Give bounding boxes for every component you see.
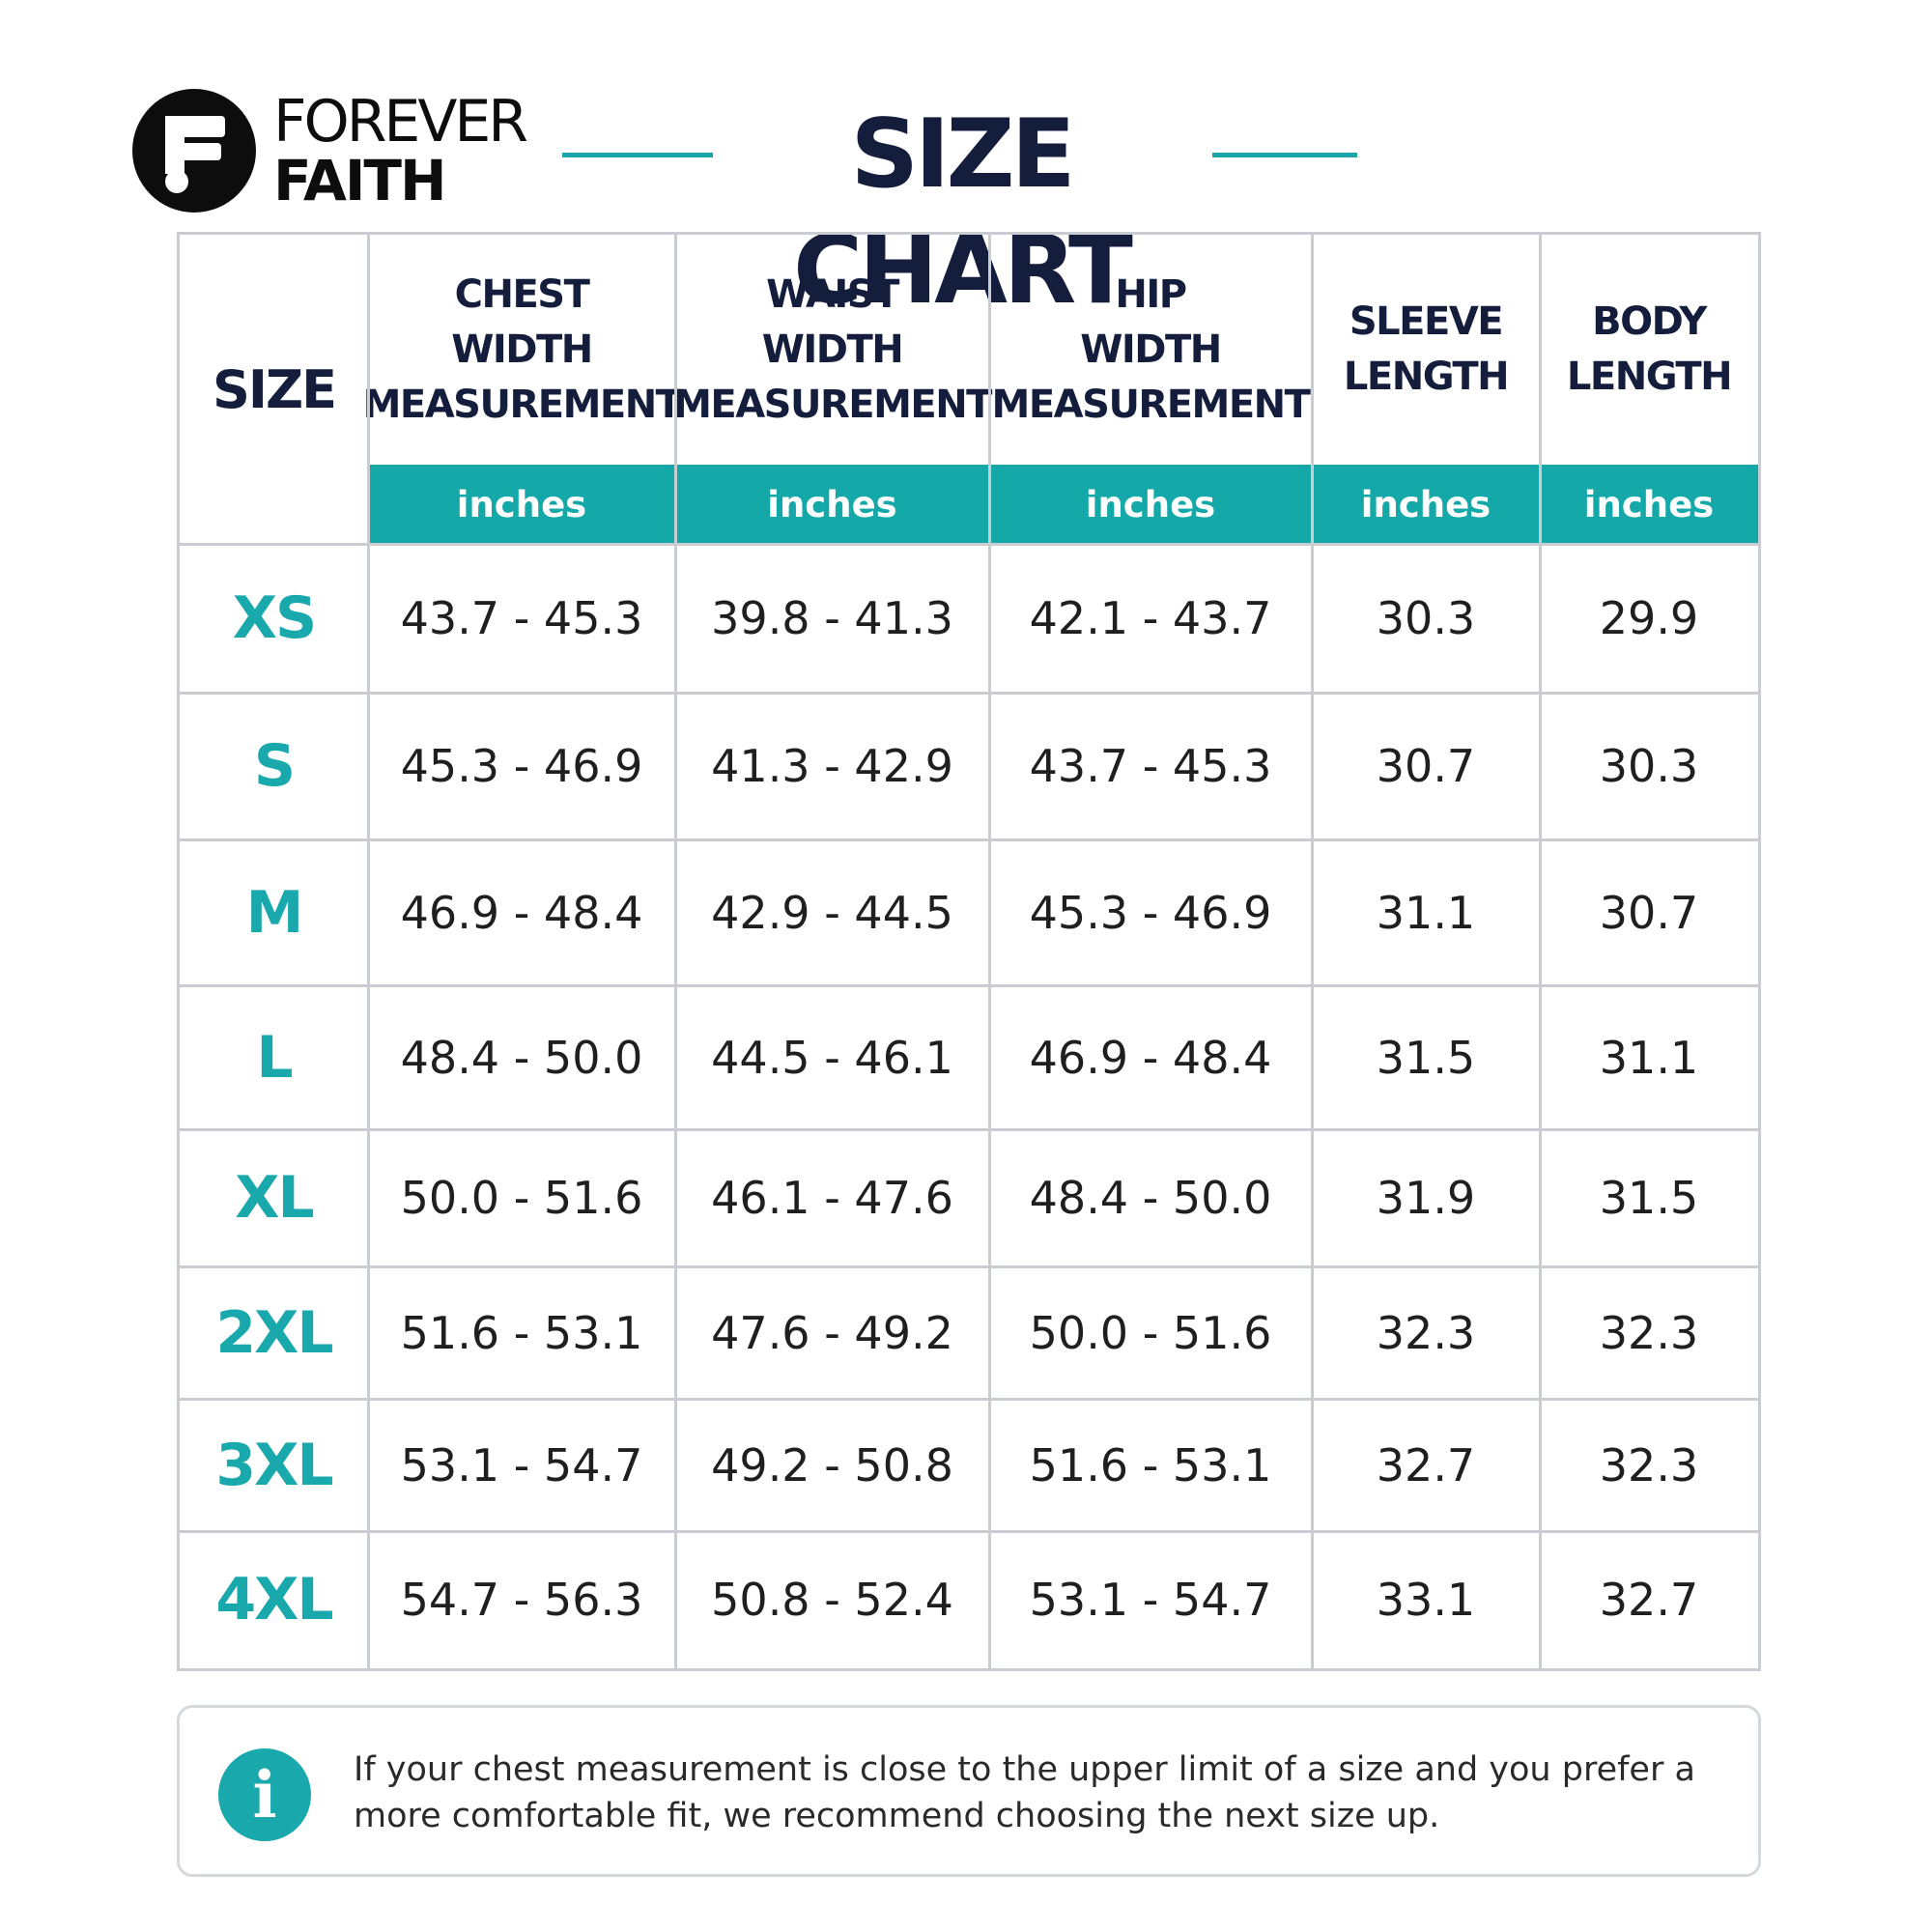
- size-label: 3XL: [215, 1431, 333, 1499]
- measurement-cell: 42.1 - 43.7: [1029, 592, 1272, 644]
- row-divider: [180, 838, 1758, 841]
- brand-line-2: FAITH: [273, 148, 447, 213]
- measurement-cell: 32.3: [1599, 1438, 1699, 1492]
- measurement-cell: 32.3: [1376, 1306, 1476, 1359]
- measurement-cell: 50.0 - 51.6: [400, 1172, 643, 1224]
- row-divider: [180, 543, 1758, 546]
- unit-label: inches: [1583, 483, 1715, 526]
- row-divider: [180, 1398, 1758, 1401]
- column-header: CHEST WIDTH MEASUREMENT: [362, 271, 682, 427]
- measurement-cell: 39.8 - 41.3: [711, 592, 953, 644]
- column-header: WAIST WIDTH MEASUREMENT: [673, 271, 992, 427]
- row-divider: [180, 1530, 1758, 1533]
- measurement-cell: 49.2 - 50.8: [711, 1438, 953, 1492]
- measurement-cell: 46.9 - 48.4: [400, 886, 643, 939]
- brand-line-1: FOREVER: [273, 88, 528, 156]
- measurement-cell: 54.7 - 56.3: [400, 1574, 643, 1626]
- column-divider: [367, 235, 370, 1668]
- measurement-cell: 42.9 - 44.5: [711, 886, 953, 939]
- unit-label: inches: [456, 483, 587, 526]
- info-icon: i: [218, 1748, 311, 1841]
- size-label: XS: [232, 584, 317, 652]
- size-label: S: [253, 732, 296, 800]
- forever-faith-f-icon: [132, 89, 256, 213]
- unit-label: inches: [1085, 483, 1216, 526]
- measurement-cell: 46.1 - 47.6: [711, 1172, 953, 1224]
- measurement-cell: 31.5: [1376, 1031, 1476, 1084]
- measurement-cell: 45.3 - 46.9: [400, 740, 643, 792]
- size-chart-table: SIZE CHEST WIDTH MEASUREMENT inches WAIST …: [177, 232, 1761, 1671]
- column-divider: [674, 235, 677, 1668]
- column-header: HIP WIDTH MEASUREMENT: [991, 271, 1311, 427]
- measurement-cell: 53.1 - 54.7: [1029, 1574, 1272, 1626]
- size-label: 4XL: [215, 1566, 333, 1634]
- row-divider: [180, 1265, 1758, 1268]
- measurement-cell: 51.6 - 53.1: [1029, 1438, 1272, 1492]
- column-header: SLEEVE LENGTH: [1343, 299, 1510, 399]
- column-divider: [1311, 235, 1314, 1668]
- measurement-cell: 30.7: [1376, 740, 1476, 792]
- measurement-cell: 30.3: [1376, 592, 1476, 644]
- measurement-cell: 30.3: [1599, 740, 1699, 792]
- row-divider: [180, 984, 1758, 987]
- measurement-cell: 32.7: [1599, 1574, 1699, 1626]
- measurement-cell: 48.4 - 50.0: [400, 1031, 643, 1084]
- measurement-cell: 46.9 - 48.4: [1029, 1031, 1272, 1084]
- measurement-cell: 41.3 - 42.9: [711, 740, 953, 792]
- size-label: L: [256, 1023, 293, 1092]
- measurement-cell: 30.7: [1599, 886, 1699, 939]
- title-rule-right: [1212, 153, 1357, 157]
- measurement-cell: 33.1: [1376, 1574, 1476, 1626]
- row-divider: [180, 692, 1758, 695]
- unit-label: inches: [1360, 483, 1492, 526]
- measurement-cell: 43.7 - 45.3: [400, 592, 643, 644]
- unit-bar: [368, 465, 1758, 544]
- measurement-cell: 29.9: [1599, 592, 1699, 644]
- measurement-cell: 47.6 - 49.2: [711, 1306, 953, 1359]
- fit-note: i If your chest measurement is close to …: [177, 1705, 1761, 1877]
- measurement-cell: 32.7: [1376, 1438, 1476, 1492]
- measurement-cell: 45.3 - 46.9: [1029, 886, 1272, 939]
- measurement-cell: 31.5: [1599, 1172, 1699, 1224]
- size-label: XL: [235, 1164, 315, 1232]
- column-divider: [988, 235, 991, 1668]
- brand-name: FOREVER FAITH: [273, 88, 528, 213]
- column-header: BODY LENGTH: [1566, 299, 1733, 399]
- measurement-cell: 31.9: [1376, 1172, 1476, 1224]
- unit-label: inches: [767, 483, 897, 526]
- measurement-cell: 31.1: [1376, 886, 1476, 939]
- measurement-cell: 50.8 - 52.4: [711, 1574, 953, 1626]
- measurement-cell: 50.0 - 51.6: [1029, 1306, 1272, 1359]
- size-label: M: [245, 878, 304, 947]
- note-text: If your chest measurement is close to th…: [354, 1750, 1695, 1835]
- title-rule-left: [562, 153, 713, 157]
- brand-logo: FOREVER FAITH: [130, 87, 536, 213]
- measurement-cell: 51.6 - 53.1: [400, 1306, 643, 1359]
- measurement-cell: 44.5 - 46.1: [711, 1031, 953, 1084]
- measurement-cell: 48.4 - 50.0: [1029, 1172, 1272, 1224]
- size-column-header: SIZE: [212, 358, 337, 420]
- measurement-cell: 43.7 - 45.3: [1029, 740, 1272, 792]
- row-divider: [180, 1128, 1758, 1131]
- measurement-cell: 53.1 - 54.7: [400, 1438, 643, 1492]
- measurement-cell: 32.3: [1599, 1306, 1699, 1359]
- size-label: 2XL: [215, 1298, 333, 1367]
- column-divider: [1539, 235, 1542, 1668]
- measurement-cell: 31.1: [1599, 1031, 1699, 1084]
